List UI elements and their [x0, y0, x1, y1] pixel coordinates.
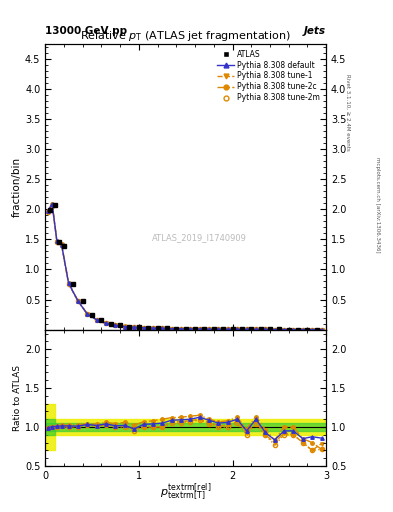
Text: 13000 GeV pp: 13000 GeV pp — [45, 26, 127, 36]
Legend: ATLAS, Pythia 8.308 default, Pythia 8.308 tune-1, Pythia 8.308 tune-2c, Pythia 8: ATLAS, Pythia 8.308 default, Pythia 8.30… — [215, 47, 322, 104]
Text: ATLAS_2019_I1740909: ATLAS_2019_I1740909 — [152, 233, 247, 243]
Text: mcplots.cern.ch [arXiv:1306.3436]: mcplots.cern.ch [arXiv:1306.3436] — [375, 157, 380, 252]
Y-axis label: fraction/bin: fraction/bin — [12, 157, 22, 217]
Y-axis label: Ratio to ATLAS: Ratio to ATLAS — [13, 365, 22, 431]
X-axis label: $p_{\mathregular{textrm[T]}}^{\mathregular{textrm[rel]}}$: $p_{\mathregular{textrm[T]}}^{\mathregul… — [160, 482, 211, 503]
Text: Rivet 3.1.10, ≥ 2.4M events: Rivet 3.1.10, ≥ 2.4M events — [345, 74, 350, 151]
Text: Jets: Jets — [304, 26, 326, 36]
Title: Relative $p_{\mathrm{T}}$ (ATLAS jet fragmentation): Relative $p_{\mathrm{T}}$ (ATLAS jet fra… — [81, 29, 291, 44]
